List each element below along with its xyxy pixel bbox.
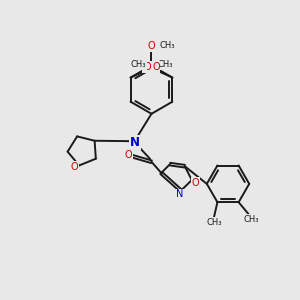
Text: O: O	[147, 41, 155, 51]
Text: CH₃: CH₃	[130, 60, 146, 69]
Text: O: O	[152, 62, 160, 72]
Text: CH₃: CH₃	[206, 218, 222, 227]
Text: O: O	[125, 150, 132, 160]
Text: CH₃: CH₃	[160, 41, 175, 50]
Text: N: N	[130, 136, 140, 149]
Text: O: O	[143, 62, 151, 72]
Text: N: N	[176, 190, 184, 200]
Text: O: O	[70, 162, 78, 172]
Text: CH₃: CH₃	[157, 60, 172, 69]
Text: CH₃: CH₃	[243, 215, 259, 224]
Text: O: O	[191, 178, 199, 188]
